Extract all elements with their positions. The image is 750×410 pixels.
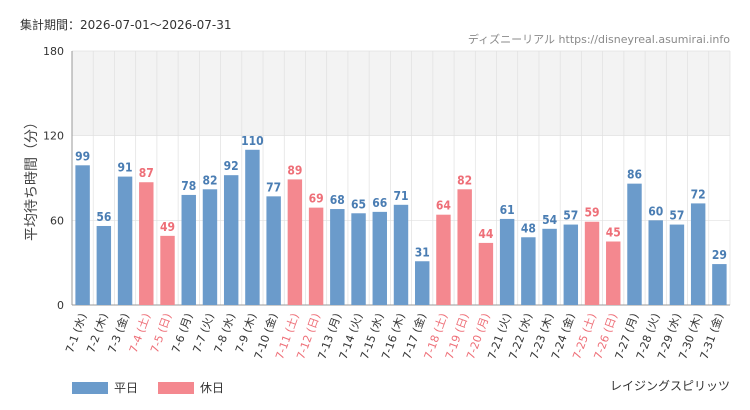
bar-value-label: 57: [563, 209, 578, 223]
legend-swatch-holiday: [158, 381, 195, 394]
bar-value-label: 71: [393, 189, 408, 203]
bar-value-label: 87: [139, 166, 154, 180]
bar: [181, 194, 196, 305]
bar-value-label: 92: [224, 159, 239, 173]
bar-value-label: 82: [202, 173, 217, 187]
bar-value-label: 91: [118, 161, 133, 175]
bar: [75, 165, 90, 305]
bar-value-label: 45: [606, 226, 621, 240]
bar-value-label: 48: [521, 221, 536, 235]
highlight-band: [72, 51, 730, 136]
bar-value-label: 72: [691, 187, 706, 201]
bar-value-label: 29: [712, 248, 727, 262]
bar-value-label: 89: [287, 163, 302, 177]
bar-value-label: 56: [96, 210, 111, 224]
bar-value-label: 78: [181, 179, 196, 193]
bar: [245, 149, 260, 305]
legend-item-holiday[interactable]: 休日: [158, 379, 224, 396]
bar: [457, 189, 472, 305]
bar: [308, 207, 324, 305]
y-axis-label: 平均待ち時間（分）: [24, 115, 40, 241]
bar: [627, 183, 642, 305]
bar: [372, 211, 387, 305]
bar: [563, 224, 579, 305]
bar: [139, 182, 154, 305]
bar-value-label: 86: [627, 168, 642, 182]
bar-value-label: 69: [309, 192, 324, 206]
bar: [712, 264, 727, 305]
bar: [393, 204, 409, 305]
bar: [330, 209, 345, 305]
bar: [202, 189, 218, 305]
bar-value-label: 49: [160, 220, 175, 234]
y-tick-label: 0: [57, 299, 64, 312]
bar: [96, 225, 112, 305]
bar: [606, 241, 621, 305]
legend: 平日 休日: [72, 379, 224, 396]
bar: [690, 203, 706, 305]
bar: [669, 224, 685, 305]
bar-value-label: 82: [457, 173, 472, 187]
period-label: 集計期間：2026-07-01～2026-07-31: [20, 18, 232, 32]
bar-value-label: 64: [436, 199, 452, 213]
bar: [266, 196, 281, 305]
bar: [223, 175, 239, 305]
bar: [542, 228, 557, 305]
bar-value-label: 77: [266, 180, 281, 194]
bar-value-label: 99: [75, 149, 90, 163]
bar-value-label: 110: [241, 134, 264, 148]
bar-value-label: 57: [669, 209, 684, 223]
bar: [415, 261, 430, 305]
bar-value-label: 31: [415, 245, 430, 259]
bar: [499, 218, 515, 305]
bar-value-label: 60: [648, 204, 663, 218]
bar: [478, 242, 494, 305]
source-label: ディズニーリアル https://disneyreal.asumirai.inf…: [467, 33, 730, 46]
bar: [436, 214, 451, 305]
bar-value-label: 61: [500, 203, 515, 217]
bar-value-label: 66: [372, 196, 387, 210]
legend-item-weekday[interactable]: 平日: [72, 379, 138, 396]
y-tick-label: 120: [43, 130, 64, 143]
legend-swatch-weekday: [72, 381, 108, 394]
bar-value-label: 54: [542, 213, 558, 227]
bar-value-label: 59: [585, 206, 600, 220]
bar: [351, 213, 366, 305]
bar-value-label: 68: [330, 193, 345, 207]
bar: [287, 179, 303, 305]
ride-name: レイジングスピリッツ: [609, 379, 730, 393]
legend-label-holiday: 休日: [200, 381, 225, 395]
bar-value-label: 65: [351, 197, 366, 211]
y-tick-label: 60: [50, 214, 64, 227]
bar: [584, 221, 600, 305]
bar: [117, 176, 133, 305]
bar-value-label: 44: [478, 227, 494, 241]
y-tick-label: 180: [43, 45, 64, 58]
bar: [521, 237, 536, 305]
bar: [648, 220, 663, 305]
legend-label-weekday: 平日: [114, 381, 139, 395]
bar: [160, 235, 175, 305]
